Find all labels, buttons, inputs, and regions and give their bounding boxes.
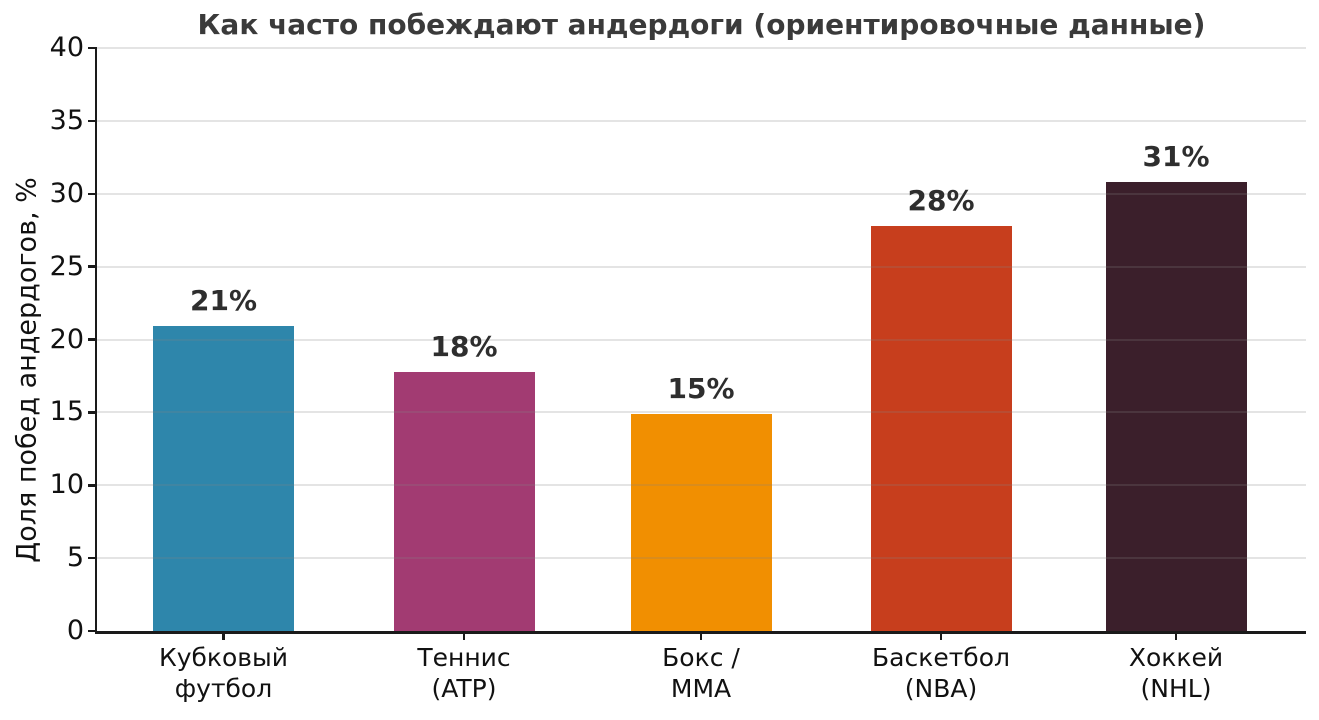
bar-value-label: 28%	[907, 183, 975, 217]
y-tick-label: 40	[49, 32, 84, 63]
y-tick-mark	[88, 556, 97, 560]
gridline	[97, 47, 1306, 49]
y-tick-label: 30	[49, 177, 84, 209]
y-tick-label: 10	[49, 469, 84, 501]
bar-value-label: 21%	[189, 284, 258, 318]
bar-value-label: 31%	[1142, 140, 1210, 174]
gridline	[97, 119, 1306, 122]
x-tick-label-line: MMA	[670, 674, 732, 703]
y-tick-mark	[88, 265, 97, 268]
x-axis-spine	[94, 631, 1306, 634]
bar	[1105, 182, 1247, 631]
x-tick-label-line: Хоккей	[1128, 643, 1224, 672]
bar	[153, 326, 294, 631]
chart-title: Как часто побеждают андердоги (ориентиро…	[197, 8, 1206, 41]
x-tick-label-line: Кубковый	[158, 643, 289, 672]
plot-area: 21% 18% 15% 28% 31%	[94, 47, 1306, 634]
x-tick-label: Кубковый футбол	[105, 642, 343, 704]
x-tick-label-line: Баскетбол	[872, 643, 1010, 672]
x-tick-mark	[699, 631, 703, 640]
x-tick-label-line: Теннис	[417, 643, 511, 672]
y-tick-mark	[88, 46, 97, 50]
x-tick-label: Теннис (ATP)	[345, 642, 583, 704]
x-tick-mark	[939, 631, 943, 640]
bar-value-label: 15%	[667, 371, 735, 405]
y-tick-mark	[88, 629, 97, 633]
x-tick-label-line: Бокс /	[662, 643, 740, 672]
y-tick-mark	[88, 338, 97, 341]
y-tick-label: 25	[49, 250, 84, 282]
bar	[870, 225, 1012, 631]
y-tick-mark	[88, 119, 97, 123]
x-tick-label-line: (NBA)	[904, 674, 978, 703]
y-tick-mark	[88, 192, 97, 195]
y-tick-label: 20	[49, 323, 84, 355]
bar	[393, 371, 535, 631]
y-tick-mark	[88, 411, 97, 414]
x-tick-label-line: (ATP)	[431, 674, 497, 703]
y-tick-label: 0	[66, 615, 84, 646]
x-tick-mark	[462, 631, 466, 640]
bar	[630, 413, 772, 631]
y-tick-label: 5	[66, 542, 84, 574]
x-tick-mark	[222, 631, 225, 640]
x-tick-label-line: футбол	[174, 674, 273, 703]
x-tick-label-line: (NHL)	[1140, 674, 1212, 703]
x-tick-label: Хоккей (NHL)	[1057, 642, 1295, 704]
x-tick-label: Бокс / MMA	[582, 642, 820, 704]
y-axis-spine	[94, 48, 97, 634]
y-tick-label: 35	[49, 104, 84, 136]
bar-value-label: 18%	[430, 329, 498, 363]
x-tick-mark	[1174, 631, 1178, 640]
y-tick-label: 15	[49, 396, 84, 428]
x-tick-label: Баскетбол (NBA)	[822, 642, 1060, 704]
y-tick-mark	[88, 484, 97, 487]
